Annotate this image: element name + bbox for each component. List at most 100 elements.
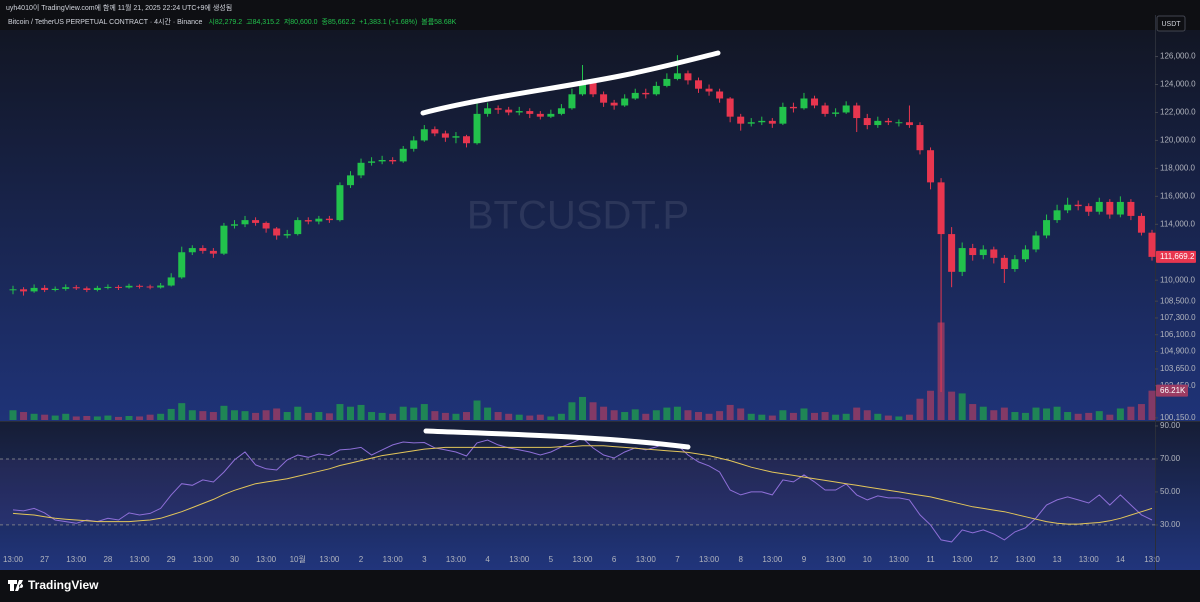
volume-bar <box>800 408 808 420</box>
candle-body <box>188 248 196 253</box>
volume-bar <box>579 396 586 420</box>
candle-body <box>863 118 871 126</box>
x-tick-label: 12 <box>989 555 998 564</box>
candle-body <box>209 250 217 254</box>
x-tick-label: 30 <box>230 555 239 564</box>
volume-bar <box>241 411 249 420</box>
volume-bar <box>389 413 397 420</box>
volume-bar <box>642 413 650 420</box>
volume-bar <box>494 412 502 420</box>
candle-body <box>610 102 618 106</box>
x-tick-label: 27 <box>40 555 49 564</box>
y-tick-label: 118,000.0 <box>1160 163 1196 172</box>
candle-body <box>241 220 249 225</box>
candle-body <box>262 222 270 229</box>
candle-body <box>1085 206 1093 212</box>
candle-body <box>832 112 840 114</box>
candle-body <box>547 113 555 117</box>
volume-bar <box>30 413 38 420</box>
candle-body <box>969 248 977 256</box>
last-price-label: 111,669.2 <box>1160 252 1195 261</box>
volume-bar <box>1137 404 1145 420</box>
candle-body <box>779 106 787 124</box>
y-tick-label: 120,000.0 <box>1160 136 1196 145</box>
candle-body <box>652 85 660 95</box>
candle-body <box>1043 220 1051 236</box>
volume-bar <box>1127 406 1135 420</box>
x-tick-label: 5 <box>549 555 554 564</box>
candle-body <box>252 220 260 223</box>
legend-line: Bitcoin / TetherUS PERPETUAL CONTRACT · … <box>8 17 457 26</box>
creator-text: uyh4010이 TradingView.com에 함께 11월 21, 202… <box>6 3 232 12</box>
volume-bar <box>589 402 597 420</box>
x-tick-label: 7 <box>675 555 680 564</box>
volume-bar <box>1053 406 1061 420</box>
candle-body <box>600 94 608 103</box>
x-tick-label: 13:00 <box>256 555 277 564</box>
candle-body <box>937 182 945 235</box>
candle-body <box>315 218 323 222</box>
candle-body <box>948 234 956 272</box>
y-tick-label: 50.00 <box>1160 487 1181 496</box>
candle-body <box>462 136 470 144</box>
volume-bar <box>1043 408 1051 420</box>
candle-body <box>800 98 808 109</box>
rsi-line <box>12 445 1153 525</box>
volume-bar <box>631 409 639 420</box>
volume-bar <box>114 416 122 420</box>
candle-body <box>1074 204 1082 207</box>
volume-bar <box>252 412 260 420</box>
volume-bar <box>905 414 913 420</box>
volume-bar <box>83 416 91 420</box>
volume-bar <box>726 404 734 420</box>
volume-bar <box>557 413 565 420</box>
volume-bar <box>779 410 787 420</box>
y-tick-label: 126,000.0 <box>1160 52 1196 61</box>
volume-bar <box>199 411 207 420</box>
volume-bar <box>1116 408 1124 420</box>
volume-bar <box>811 412 819 420</box>
x-tick-label: 13:00 <box>3 555 24 564</box>
volume-bar <box>1095 411 1103 420</box>
volume-bar <box>874 413 882 420</box>
candle-body <box>294 220 302 235</box>
volume-bar <box>230 410 238 420</box>
candle-body <box>273 228 281 236</box>
volume-bar <box>684 410 692 420</box>
volume-bar <box>157 413 165 420</box>
currency-box[interactable] <box>1156 15 1186 32</box>
volume-bar <box>146 414 154 420</box>
marks: 126,000.0 124,000.0 122,000.0 120,000.0 118,… <box>0 52 1196 564</box>
volume-bar <box>473 400 481 420</box>
candle-body <box>557 108 565 114</box>
candle-body <box>673 73 681 79</box>
volume-bar <box>1106 414 1114 420</box>
top-bar <box>0 0 1200 15</box>
candle-body <box>821 105 829 114</box>
candle-body <box>515 111 523 113</box>
currency[interactable]: USDT <box>1161 21 1181 28</box>
x-tick-label: 10 <box>863 555 872 564</box>
y-tick-label: 124,000.0 <box>1160 80 1196 89</box>
volume-bar <box>125 416 133 420</box>
x-tick-label: 13:00 <box>66 555 87 564</box>
volume-bar <box>325 413 333 420</box>
candle-body <box>157 285 165 288</box>
volume-bar <box>336 404 344 420</box>
volume-bar <box>695 412 703 420</box>
candle-body <box>72 287 80 289</box>
y-tick-label: 108,500.0 <box>1160 296 1196 305</box>
volume-bar <box>916 398 924 420</box>
volume-bar <box>283 412 291 420</box>
volume-bar <box>462 412 470 420</box>
candle-body <box>178 252 186 278</box>
y-tick-label: 116,000.0 <box>1160 191 1196 200</box>
volume-bar <box>610 410 618 420</box>
volume-bar <box>969 404 977 420</box>
symbol: Bitcoin / TetherUS PERPETUAL CONTRACT · … <box>8 17 203 26</box>
volume-bar <box>832 414 840 420</box>
volume-bar <box>621 412 629 420</box>
volume-bar <box>768 415 776 420</box>
volume-bar <box>420 404 428 420</box>
